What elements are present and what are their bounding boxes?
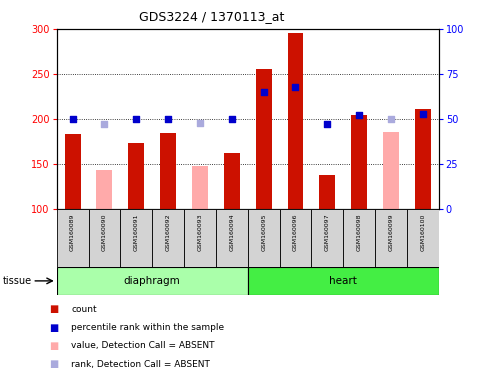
Text: GSM160093: GSM160093 xyxy=(198,214,203,251)
Text: value, Detection Call = ABSENT: value, Detection Call = ABSENT xyxy=(71,341,215,351)
Bar xyxy=(319,175,335,209)
Bar xyxy=(184,209,216,267)
Bar xyxy=(57,267,247,295)
Text: diaphragm: diaphragm xyxy=(124,276,180,286)
Text: rank, Detection Call = ABSENT: rank, Detection Call = ABSENT xyxy=(71,360,211,369)
Text: GSM160089: GSM160089 xyxy=(70,214,75,251)
Point xyxy=(260,89,268,95)
Text: GSM160100: GSM160100 xyxy=(421,214,425,251)
Bar xyxy=(256,70,272,209)
Point xyxy=(323,121,331,127)
Bar xyxy=(216,209,247,267)
Bar xyxy=(343,209,375,267)
Point xyxy=(101,121,108,127)
Text: GSM160096: GSM160096 xyxy=(293,214,298,251)
Text: GSM160091: GSM160091 xyxy=(134,214,139,251)
Point xyxy=(291,83,299,89)
Point xyxy=(228,116,236,122)
Bar xyxy=(89,209,120,267)
Text: GSM160095: GSM160095 xyxy=(261,214,266,251)
Bar xyxy=(152,209,184,267)
Bar xyxy=(383,132,399,209)
Bar xyxy=(351,116,367,209)
Bar xyxy=(57,209,89,267)
Bar xyxy=(120,209,152,267)
Point xyxy=(196,119,204,126)
Bar xyxy=(312,209,343,267)
Text: ■: ■ xyxy=(49,341,59,351)
Bar xyxy=(280,209,312,267)
Bar xyxy=(407,209,439,267)
Bar xyxy=(375,209,407,267)
Text: GSM160098: GSM160098 xyxy=(356,214,362,251)
Bar xyxy=(192,166,208,209)
Text: GSM160092: GSM160092 xyxy=(166,214,171,251)
Bar xyxy=(224,153,240,209)
Text: GDS3224 / 1370113_at: GDS3224 / 1370113_at xyxy=(140,10,284,23)
Text: percentile rank within the sample: percentile rank within the sample xyxy=(71,323,225,332)
Point xyxy=(387,116,395,122)
Bar xyxy=(415,109,431,209)
Bar xyxy=(247,209,280,267)
Text: count: count xyxy=(71,305,97,314)
Text: ■: ■ xyxy=(49,323,59,333)
Bar xyxy=(97,170,112,209)
Point xyxy=(419,111,427,117)
Bar xyxy=(128,142,144,209)
Text: ■: ■ xyxy=(49,359,59,369)
Text: tissue: tissue xyxy=(2,276,32,286)
Bar xyxy=(287,33,304,209)
Bar xyxy=(65,134,80,209)
Text: heart: heart xyxy=(329,276,357,286)
Bar xyxy=(247,267,439,295)
Point xyxy=(355,113,363,119)
Point xyxy=(164,116,172,122)
Point xyxy=(69,116,76,122)
Text: GSM160094: GSM160094 xyxy=(229,214,234,251)
Text: GSM160097: GSM160097 xyxy=(325,214,330,251)
Bar xyxy=(160,132,176,209)
Text: ■: ■ xyxy=(49,304,59,314)
Text: GSM160090: GSM160090 xyxy=(102,214,107,251)
Point xyxy=(132,116,140,122)
Text: GSM160099: GSM160099 xyxy=(388,214,393,251)
